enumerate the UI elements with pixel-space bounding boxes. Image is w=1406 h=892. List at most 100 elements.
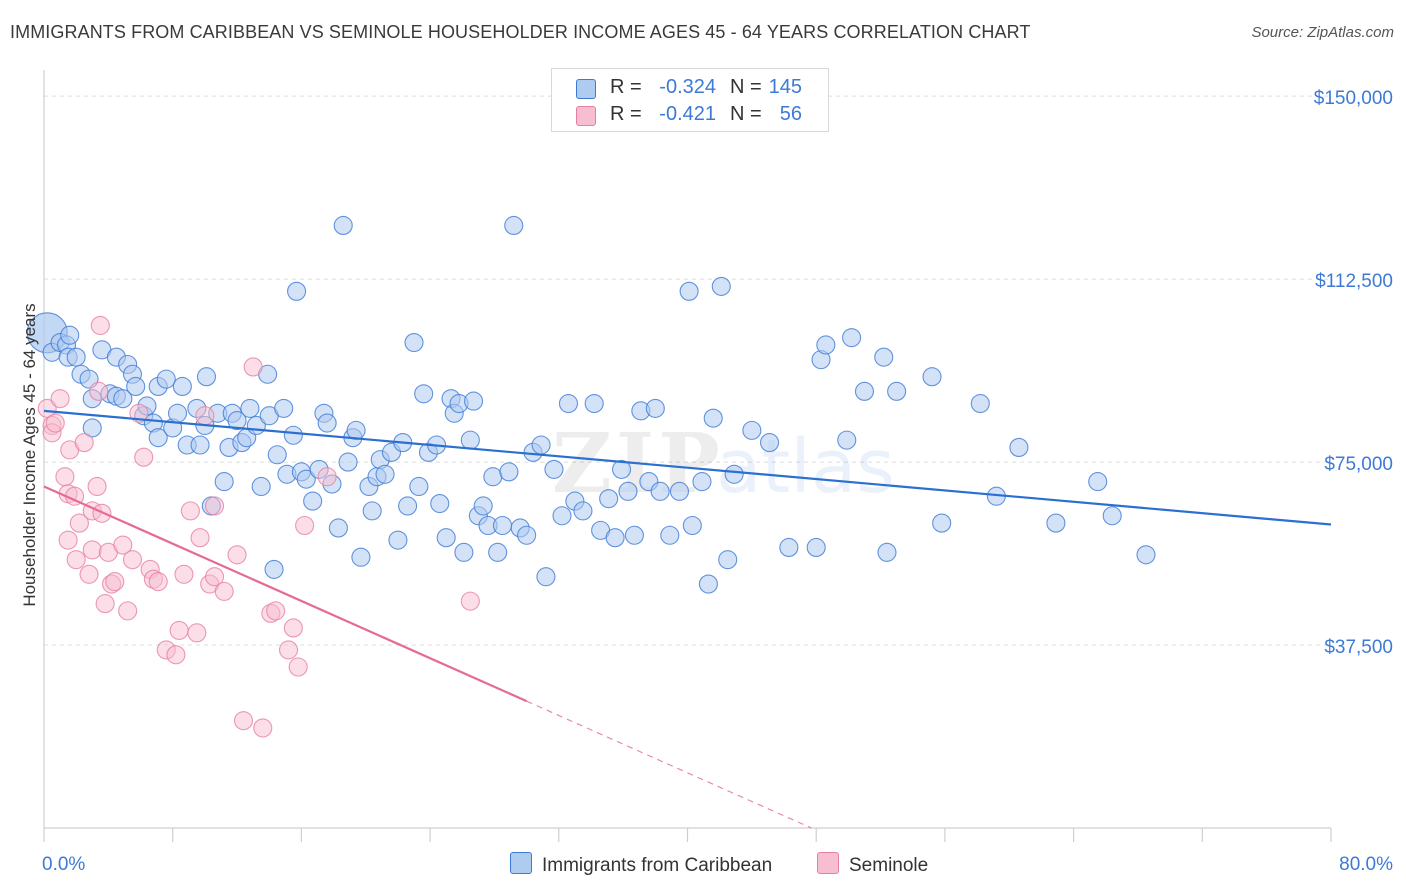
seminole-trend-line <box>43 485 528 703</box>
caribbean-point <box>724 464 744 484</box>
seminole-point <box>58 530 78 550</box>
seminole-point <box>174 564 194 584</box>
caribbean-point <box>854 381 875 401</box>
caribbean-point <box>436 528 456 548</box>
seminole-point <box>148 572 168 592</box>
bottom-legend-caribbean: Immigrants from Caribbean <box>510 852 772 877</box>
seminole-point <box>166 645 186 665</box>
seminole-point <box>45 413 65 433</box>
seminole-point <box>233 711 254 731</box>
seminole-point <box>190 528 210 548</box>
caribbean-point <box>599 489 619 509</box>
seminole-point <box>317 467 337 487</box>
seminole-point <box>204 496 225 516</box>
caribbean-point <box>460 430 480 450</box>
source-label: Source: ZipAtlas.com <box>1251 24 1394 41</box>
y-tick-label: $75,000 <box>1324 454 1393 475</box>
caribbean-point <box>1088 472 1108 492</box>
caribbean-point <box>274 398 294 418</box>
caribbean-point <box>404 332 424 353</box>
series-seminole-points <box>37 315 480 738</box>
caribbean-point <box>454 542 474 562</box>
caribbean-point <box>113 389 133 409</box>
caribbean-point <box>1046 513 1066 533</box>
caribbean-point <box>544 459 564 479</box>
caribbean-point <box>552 506 572 526</box>
caribbean-point <box>531 435 551 455</box>
caribbean-point <box>267 445 287 465</box>
caribbean-point <box>214 472 234 492</box>
seminole-point <box>460 591 480 611</box>
caribbean-point <box>414 384 434 404</box>
caribbean-point <box>375 464 395 484</box>
legend-n-label: N = <box>730 76 762 98</box>
x-tick-label: 80.0% <box>1339 854 1393 875</box>
seminole-point <box>87 476 107 497</box>
caribbean-point <box>922 367 942 387</box>
caribbean-point <box>887 381 907 401</box>
caribbean-point <box>463 391 484 411</box>
seminole-point <box>253 718 273 738</box>
seminole-point <box>180 501 200 521</box>
seminole-point <box>134 447 154 467</box>
caribbean-point <box>682 515 702 536</box>
seminole-point <box>266 601 286 621</box>
seminole-point <box>278 640 299 660</box>
caribbean-point <box>742 420 762 440</box>
caribbean-point <box>536 567 556 587</box>
seminole-point <box>55 467 75 487</box>
caribbean-point <box>1136 545 1156 565</box>
seminole-point <box>283 618 303 638</box>
legend-row-seminole: R = -0.421 N = 56 <box>552 102 828 128</box>
seminole-point <box>187 623 207 643</box>
bottom-legend-label: Immigrants from Caribbean <box>542 855 773 876</box>
caribbean-point <box>82 418 102 438</box>
seminole-point <box>288 657 308 677</box>
caribbean-point <box>759 433 780 453</box>
seminole-point <box>90 315 110 336</box>
legend-n-label: N = <box>730 103 762 125</box>
seminole-point <box>50 389 70 409</box>
caribbean-point <box>167 403 188 423</box>
caribbean-point <box>499 462 519 482</box>
caribbean-point <box>362 501 382 521</box>
y-tick-label: $37,500 <box>1324 637 1393 658</box>
legend-r-label: R = <box>610 76 642 98</box>
caribbean-point <box>227 411 247 431</box>
caribbean-point <box>698 574 718 594</box>
seminole-point <box>95 594 115 614</box>
caribbean-point <box>504 215 524 235</box>
caribbean-point <box>283 425 303 445</box>
chart-title: IMMIGRANTS FROM CARIBBEAN VS SEMINOLE HO… <box>10 22 1031 42</box>
caribbean-point <box>605 528 625 548</box>
caribbean-point <box>338 452 358 472</box>
caribbean-point <box>1102 506 1122 526</box>
caribbean-point <box>669 481 690 501</box>
x-tick-labels: 0.0% 80.0% <box>42 854 1393 875</box>
caribbean-trend-line <box>43 409 1332 526</box>
caribbean-point <box>618 481 638 501</box>
caribbean-point <box>264 559 284 579</box>
seminole-point <box>195 406 215 426</box>
caribbean-point <box>430 493 450 514</box>
bottom-legend-swatch-pink <box>817 852 839 874</box>
seminole-point <box>89 381 109 401</box>
legend-swatch-blue <box>576 79 596 99</box>
caribbean-point <box>483 467 503 487</box>
x-tick-label: 0.0% <box>42 854 85 875</box>
caribbean-point <box>573 501 593 521</box>
legend-r-label: R = <box>610 103 642 125</box>
caribbean-point <box>624 525 644 545</box>
seminole-trend-extension <box>526 700 812 829</box>
caribbean-point <box>816 335 836 355</box>
caribbean-point <box>611 459 632 479</box>
caribbean-point <box>660 525 680 545</box>
y-tick-label: $112,500 <box>1315 271 1393 292</box>
seminole-point <box>113 535 133 555</box>
caribbean-point <box>333 215 353 235</box>
caribbean-point <box>650 481 670 501</box>
caribbean-point <box>60 325 80 345</box>
caribbean-point <box>126 376 146 397</box>
legend-n-value: 56 <box>779 103 802 125</box>
